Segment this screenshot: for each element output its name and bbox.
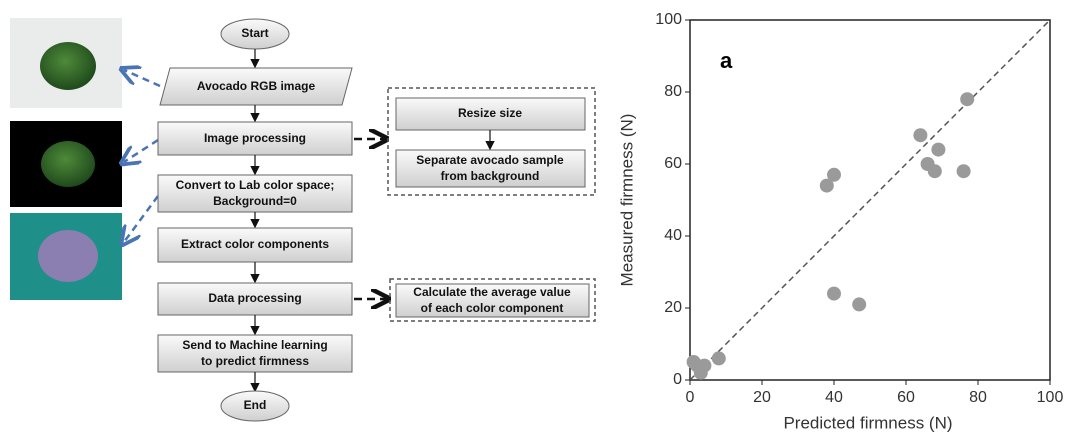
node-label: Start xyxy=(241,26,268,40)
x-tick-label: 0 xyxy=(686,389,695,406)
node-label: Resize size xyxy=(458,106,522,120)
panel-label: a xyxy=(720,48,733,73)
node-label: from background xyxy=(441,169,540,183)
node-label: Convert to Lab color space; xyxy=(176,178,335,192)
y-tick-label: 60 xyxy=(664,155,682,172)
process-node xyxy=(157,121,353,156)
node-label: Send to Machine learning xyxy=(182,338,327,352)
reference-line xyxy=(689,19,1051,381)
y-tick-label: 100 xyxy=(655,11,682,28)
y-tick-label: 0 xyxy=(673,371,682,388)
detail-node xyxy=(395,283,590,318)
point xyxy=(711,351,726,366)
node-label: Separate avocado sample xyxy=(416,153,564,167)
point xyxy=(931,142,946,157)
point xyxy=(852,297,867,312)
x-tick-label: 80 xyxy=(969,389,987,406)
y-tick-label: 80 xyxy=(664,83,682,100)
node-label: Extract color components xyxy=(181,237,329,251)
node-label: Image processing xyxy=(204,131,306,145)
point xyxy=(819,178,834,193)
detail-box xyxy=(387,87,596,196)
x-tick-label: 100 xyxy=(1037,389,1064,406)
node-label: Avocado RGB image xyxy=(197,79,316,93)
point xyxy=(697,358,712,373)
point xyxy=(956,164,971,179)
y-tick-label: 20 xyxy=(664,299,682,316)
process-node xyxy=(157,282,353,316)
x-tick-label: 60 xyxy=(897,389,915,406)
y-tick-label: 40 xyxy=(664,227,682,244)
point xyxy=(913,128,928,143)
sample-images xyxy=(10,18,122,300)
node-label: End xyxy=(244,398,267,412)
point xyxy=(927,164,942,179)
end-node xyxy=(220,390,290,422)
node-label: to predict firmness xyxy=(201,354,309,368)
point xyxy=(960,92,975,107)
input-node xyxy=(159,67,353,106)
flowchart: Start Avocado RGB image Image processing… xyxy=(157,18,596,422)
plot-frame xyxy=(689,19,1051,381)
process-node xyxy=(157,227,353,263)
x-tick-label: 20 xyxy=(753,389,771,406)
node-label: of each color component xyxy=(421,301,564,315)
image-arrows xyxy=(124,70,161,242)
detail-node xyxy=(395,149,586,188)
process-node xyxy=(157,334,353,373)
node-label: Background=0 xyxy=(213,194,297,208)
x-tick-label: 40 xyxy=(825,389,843,406)
detail-box xyxy=(389,278,596,322)
node-label: Data processing xyxy=(208,291,301,305)
y-axis-title: Measured firmness (N) xyxy=(617,114,636,287)
point xyxy=(827,167,841,182)
point xyxy=(827,286,841,301)
detail-arrows xyxy=(354,139,386,299)
detail-node xyxy=(395,97,586,131)
scatter-plot: a Predicted firmness (N) Measured firmne… xyxy=(617,11,1063,432)
x-axis-title: Predicted firmness (N) xyxy=(783,413,952,432)
node-label: Calculate the average value xyxy=(413,285,571,299)
